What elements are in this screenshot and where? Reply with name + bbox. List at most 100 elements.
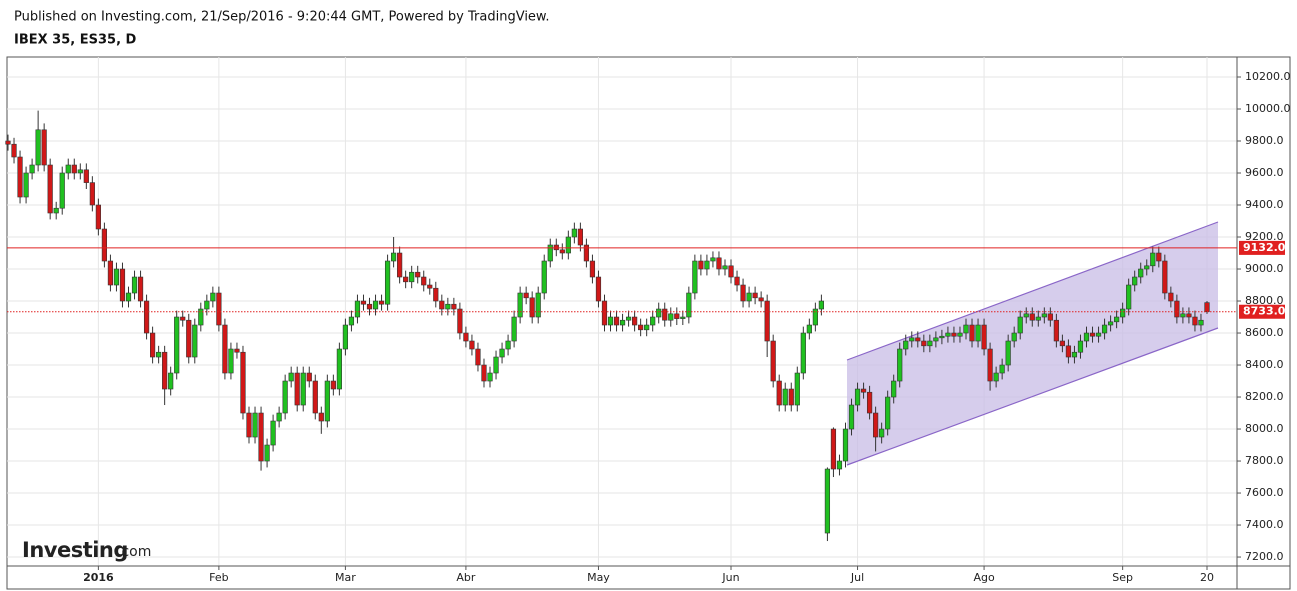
candle-body: [445, 303, 451, 310]
y-tick-label: 7800.0: [1245, 454, 1284, 467]
candle-body: [927, 340, 933, 347]
x-tick-label: May: [587, 571, 610, 584]
candle-body: [559, 249, 565, 254]
candle-body: [264, 444, 270, 462]
candle-body: [915, 337, 921, 342]
candle-body: [939, 335, 945, 339]
candle-body: [119, 268, 126, 302]
candle-body: [1180, 313, 1186, 318]
candle-body: [372, 300, 379, 310]
candle-body: [258, 412, 264, 462]
candle-body: [1107, 321, 1114, 326]
candle-body: [632, 316, 638, 326]
candle-body: [595, 276, 602, 302]
candle-body: [59, 172, 65, 209]
candle-body: [1095, 332, 1102, 337]
candle-body: [228, 348, 234, 374]
candle-body: [330, 380, 336, 390]
x-tick-label: 2016: [83, 571, 114, 584]
candle-body: [1059, 340, 1065, 347]
candle-body: [1168, 292, 1174, 302]
y-tick-label: 9000.0: [1245, 262, 1284, 275]
channel-fill: [847, 222, 1218, 465]
price-label: 8733.0: [1243, 305, 1286, 318]
candle-body: [324, 380, 330, 422]
candle-body: [933, 337, 939, 342]
candle-body: [1065, 345, 1072, 358]
candle-body: [806, 324, 812, 334]
candle-body: [312, 380, 318, 414]
candle-body: [288, 372, 294, 382]
candle-body: [1162, 260, 1168, 294]
candle-body: [1089, 332, 1096, 337]
price-label-box: [1239, 240, 1285, 255]
candle-body: [885, 396, 891, 430]
candle-body: [354, 300, 361, 318]
candle-body: [601, 300, 608, 326]
candle-body: [113, 268, 120, 286]
candle-body: [535, 292, 541, 318]
candle-body: [1126, 284, 1132, 310]
candle-body: [306, 372, 312, 382]
candle-body: [1023, 313, 1029, 318]
candle-body: [1005, 340, 1011, 366]
candle-body: [897, 348, 903, 382]
y-tick-label: 7200.0: [1245, 550, 1284, 563]
candle-body: [156, 351, 162, 358]
candle-body: [336, 348, 342, 390]
candle-body: [541, 260, 547, 294]
y-tick-label: 9200.0: [1245, 230, 1284, 243]
candle-body: [752, 292, 758, 299]
x-tick-label: Sep: [1112, 571, 1133, 584]
candle-body: [1101, 324, 1108, 334]
y-tick-label: 9600.0: [1245, 166, 1284, 179]
candle-body: [143, 300, 150, 334]
candle-body: [180, 316, 186, 321]
candle-body: [493, 356, 499, 374]
candle-body: [836, 460, 843, 470]
candle-body: [342, 324, 349, 350]
candle-body: [818, 300, 824, 310]
candle-body: [366, 303, 373, 310]
candle-body: [5, 140, 11, 145]
candle-body: [1198, 319, 1204, 326]
x-tick-label: Ago: [973, 571, 995, 584]
candle-body: [1041, 313, 1047, 318]
candle-body: [77, 169, 83, 174]
candle-body: [270, 420, 276, 446]
x-tick-label: Mar: [335, 571, 356, 584]
candle-body: [107, 260, 114, 286]
candle-body: [842, 428, 849, 462]
y-tick-label: 9800.0: [1245, 134, 1284, 147]
candle-body: [53, 207, 59, 214]
candle-body: [391, 252, 397, 262]
candle-body: [192, 324, 198, 358]
candle-body: [1017, 316, 1023, 334]
logo-brand: Investing: [22, 538, 128, 562]
candle-body: [439, 300, 445, 310]
candle-body: [812, 308, 818, 326]
y-tick-label: 7400.0: [1245, 518, 1284, 531]
candle-body: [722, 265, 728, 270]
candle-body: [234, 348, 240, 353]
candle-body: [1150, 252, 1156, 267]
candle-body: [1029, 313, 1035, 321]
candle-body: [499, 348, 505, 358]
candle-body: [1011, 332, 1017, 342]
candle-body: [300, 372, 306, 406]
candle-body: [505, 340, 511, 350]
candle-body: [1083, 332, 1090, 342]
candle-body: [957, 332, 963, 337]
price-label: 9132.0: [1243, 241, 1286, 254]
candle-body: [782, 388, 788, 406]
candle-body: [240, 351, 246, 414]
candle-body: [607, 316, 614, 326]
candle-body: [951, 332, 957, 337]
candle-body: [656, 308, 662, 318]
candle-body: [999, 364, 1005, 374]
candle-body: [547, 244, 553, 262]
candle-body: [583, 244, 590, 262]
candle-body: [23, 172, 29, 198]
candle-body: [529, 297, 535, 318]
candle-body: [824, 468, 831, 534]
